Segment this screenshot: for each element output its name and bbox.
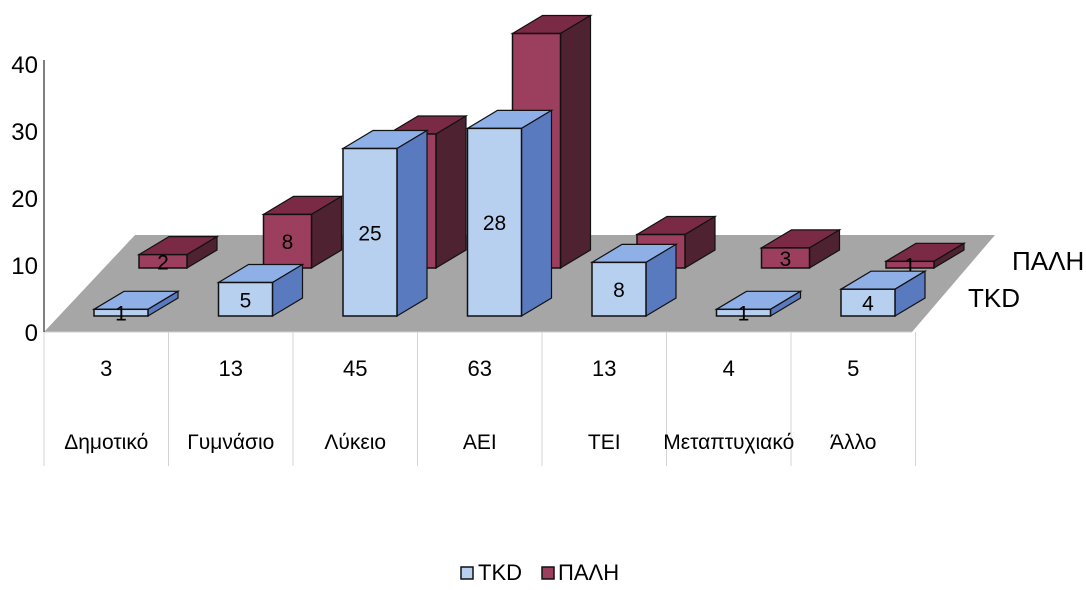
total-label: 63 [468, 356, 492, 381]
total-label: 13 [219, 356, 243, 381]
bar-tkd-γυμνάσιο: 5 [216, 263, 305, 318]
y-tick-label: 0 [25, 320, 38, 347]
legend-item-tkd: TKD [460, 560, 522, 585]
bar-tkd-άλλο-value-label: 4 [862, 293, 874, 316]
y-tick-label: 40 [11, 52, 38, 79]
bar-palh-δημοτικό-value-label: 2 [157, 251, 169, 274]
bar-tkd-λύκειο-side [396, 129, 428, 318]
y-tick-label: 30 [11, 119, 38, 146]
series-depth-label-palh: ΠΑΛΗ [1012, 246, 1084, 276]
bar-tkd-γυμνάσιο-value-label: 5 [240, 289, 252, 312]
category-label: ΤΕΙ [588, 431, 621, 454]
bar-tkd-λύκειο: 25 [340, 129, 430, 318]
legend-item-palh: ΠΑΛΗ [541, 560, 619, 585]
bar-tkd-λύκειο-front [342, 147, 398, 317]
total-label: 3 [100, 356, 112, 381]
bar-tkd-τει-front [591, 261, 647, 317]
bar-tkd-δημοτικό-front [93, 308, 149, 317]
bar-palh-γυμνάσιο: 8 [261, 195, 344, 270]
bar-tkd-άλλο-front [840, 288, 896, 317]
bar-tkd-αει: 28 [465, 109, 554, 318]
category-label: Δημοτικό [64, 431, 148, 454]
bar-tkd-αει-front [466, 127, 523, 317]
category-label: Άλλο [830, 431, 876, 454]
legend-swatch [541, 566, 555, 580]
bar-palh-γυμνάσιο-value-label: 8 [282, 231, 294, 254]
total-label: 45 [343, 356, 367, 381]
bar-tkd-μεταπτυχιακό-value-label: 1 [738, 303, 750, 326]
bar-palh-άλλο-value-label: 1 [904, 255, 916, 278]
y-axis: 0 10 20 30 40 [11, 52, 45, 347]
bar-palh-άλλο-front [885, 260, 935, 269]
table-labels: 3Δημοτικό13Γυμνάσιο45Λύκειο63ΑΕΙ13ΤΕΙ4Με… [64, 246, 1084, 454]
bar-tkd-μεταπτυχιακό: 1 [714, 290, 803, 326]
category-label: ΑΕΙ [463, 431, 497, 454]
y-tick-label: 20 [11, 186, 38, 213]
bar-palh-δημοτικό-front [138, 253, 188, 269]
series-depth-label-tkd: TKD [968, 283, 1020, 313]
bar-tkd-αει-value-label: 28 [483, 212, 506, 235]
bar-tkd-δημοτικό: 1 [91, 290, 181, 326]
bar-tkd-λύκειο-value-label: 25 [358, 222, 381, 245]
bar-tkd-τει-value-label: 8 [613, 279, 625, 302]
legend-label: TKD [478, 560, 522, 585]
bar-tkd-δημοτικό-value-label: 1 [115, 303, 127, 326]
bar-tkd-τει: 8 [589, 243, 679, 318]
legend-label: ΠΑΛΗ [558, 560, 619, 585]
bar-palh-αει-side [559, 14, 592, 270]
category-label: Μεταπτυχιακό [663, 431, 794, 454]
bar-palh-μεταπτυχιακό-front [760, 247, 811, 269]
category-label: Λύκειο [324, 431, 386, 454]
total-label: 5 [847, 356, 859, 381]
bar-tkd-αει-side [520, 109, 553, 318]
bar-palh-μεταπτυχιακό-value-label: 3 [780, 248, 792, 271]
bar-tkd-άλλο: 4 [838, 270, 928, 318]
bar-palh-λύκειο-side [435, 114, 467, 270]
bar-palh-μεταπτυχιακό: 3 [759, 228, 842, 271]
total-label: 4 [723, 356, 735, 381]
total-label: 13 [592, 356, 616, 381]
bar-tkd-μεταπτυχιακό-front [715, 308, 772, 317]
y-tick-label: 10 [11, 253, 38, 280]
bar-tkd-γυμνάσιο-front [217, 281, 274, 317]
legend: TKD ΠΑΛΗ [460, 560, 619, 585]
legend-swatch [460, 566, 474, 580]
bar-palh-δημοτικό: 2 [136, 235, 220, 274]
bar-palh-άλλο: 1 [883, 242, 967, 278]
category-label: Γυμνάσιο [187, 431, 274, 454]
bar-palh-γυμνάσιο-front [262, 213, 313, 269]
data-table-grid [43, 331, 916, 466]
